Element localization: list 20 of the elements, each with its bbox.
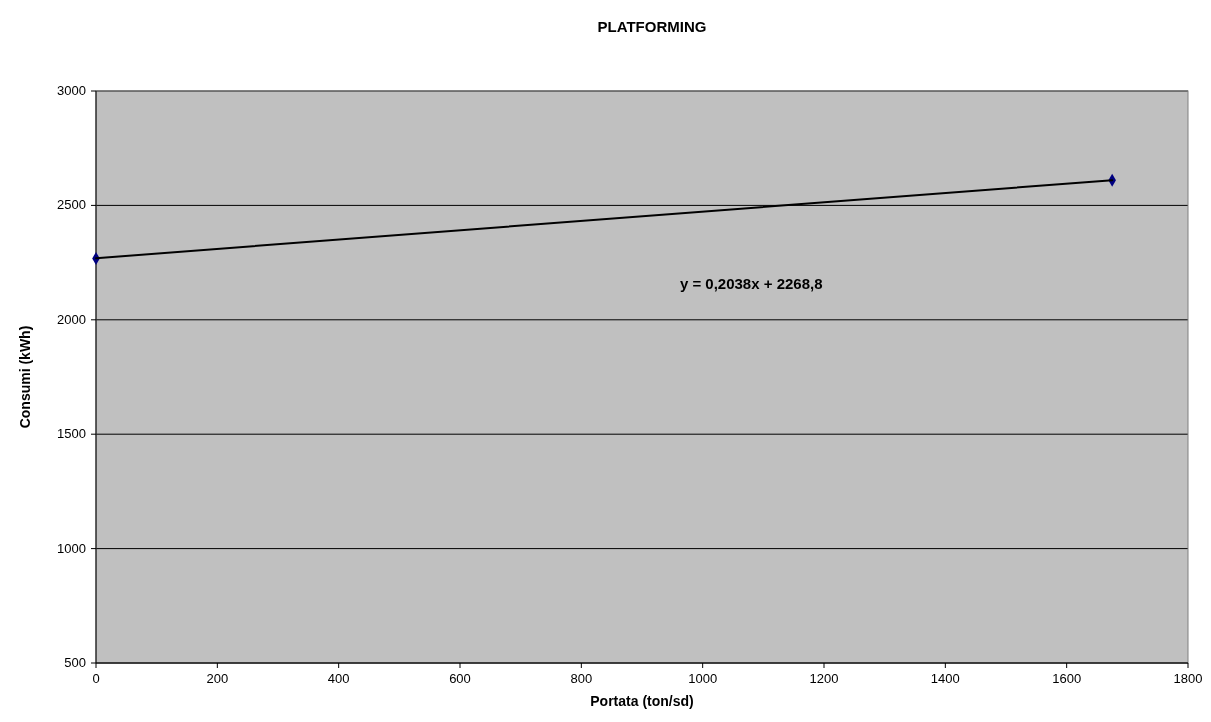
y-tick-label: 1500 [57, 426, 86, 442]
x-tick-label: 800 [570, 671, 593, 686]
x-tick-label: 1800 [1173, 671, 1203, 686]
chart-title: PLATFORMING [597, 18, 707, 35]
y-tick-label: 2500 [57, 197, 86, 213]
x-tick-label: 0 [92, 671, 100, 686]
y-axis-title: Consumi (kWh) [17, 325, 33, 429]
y-tick-label: 500 [64, 655, 86, 670]
x-tick-label: 400 [327, 671, 350, 686]
x-tick-label: 200 [206, 671, 229, 686]
x-tick-label: 1000 [688, 671, 718, 686]
x-tick-label: 1600 [1052, 671, 1082, 686]
x-tick-label: 1400 [930, 671, 960, 686]
x-axis-title: Portata (ton/sd) [590, 693, 694, 709]
y-tick-label: 2000 [57, 311, 86, 327]
y-tick-label: 1000 [57, 540, 86, 556]
annotation: y = 0,2038x + 2268,8 [679, 275, 823, 292]
x-tick-label: 600 [449, 671, 471, 686]
y-tick-label: 3000 [57, 83, 86, 98]
x-tick-label: 1200 [809, 671, 839, 686]
